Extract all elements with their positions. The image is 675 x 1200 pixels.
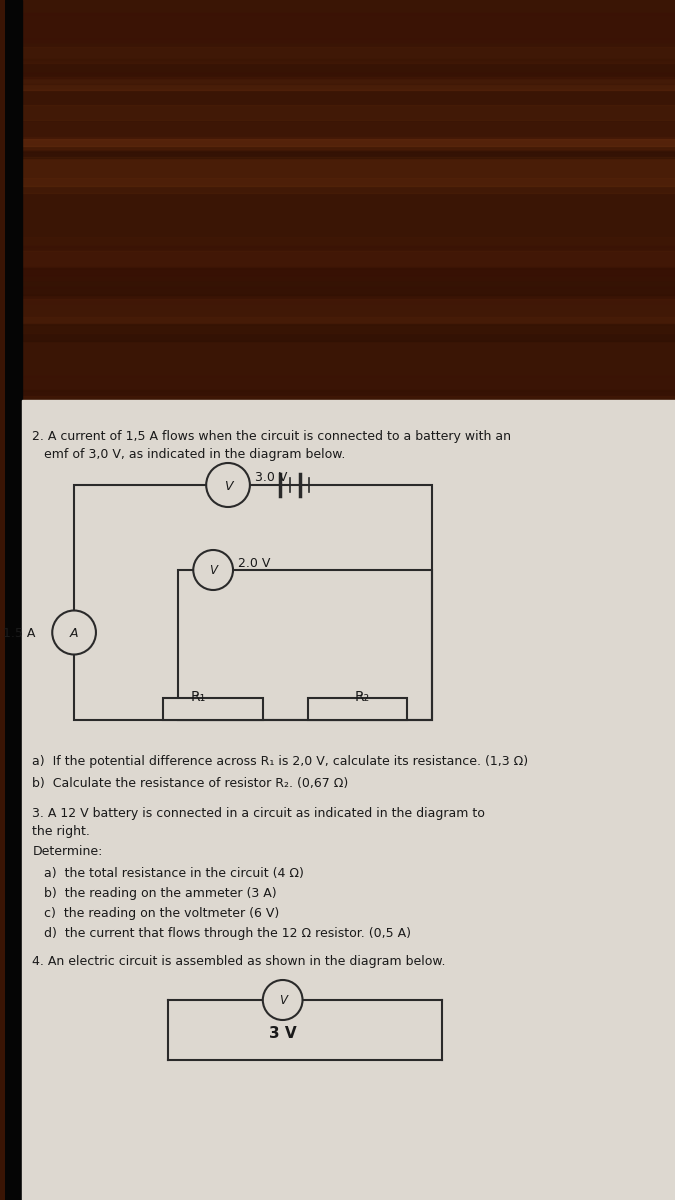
Text: a)  If the potential difference across R₁ is 2,0 V, calculate its resistance. (1: a) If the potential difference across R₁… [32, 755, 529, 768]
Text: 3.0 V: 3.0 V [255, 470, 288, 484]
Circle shape [193, 550, 233, 590]
Text: b)  Calculate the resistance of resistor R₂. (0,67 Ω): b) Calculate the resistance of resistor … [32, 778, 348, 790]
Bar [5, 251, 675, 266]
Circle shape [206, 463, 250, 506]
Bar [5, 246, 675, 276]
Bar [5, 137, 675, 151]
Bar [5, 14, 675, 42]
Bar [5, 122, 675, 143]
Bar [5, 268, 675, 280]
Bar [5, 376, 675, 396]
Text: 1.5 A: 1.5 A [3, 626, 36, 640]
Bar [5, 178, 675, 193]
Text: emf of 3,0 V, as indicated in the diagram below.: emf of 3,0 V, as indicated in the diagra… [32, 448, 346, 461]
Bar [5, 72, 675, 78]
Bar [5, 390, 675, 415]
Text: 4. An electric circuit is assembled as shown in the diagram below.: 4. An electric circuit is assembled as s… [32, 955, 446, 968]
Text: Determine:: Determine: [32, 845, 103, 858]
Bar [5, 104, 675, 120]
Bar [5, 59, 675, 84]
Circle shape [263, 980, 302, 1020]
Text: V: V [209, 564, 217, 577]
Bar [178, 570, 431, 720]
Text: R₂: R₂ [354, 690, 370, 704]
Bar [308, 698, 407, 720]
Bar [22, 400, 675, 1200]
Bar [5, 299, 675, 324]
Text: A: A [70, 626, 78, 640]
Bar [5, 139, 675, 145]
Text: V: V [279, 995, 287, 1008]
Text: R₁: R₁ [190, 690, 206, 704]
Bar [5, 47, 675, 62]
Text: b)  the reading on the ammeter (3 A): b) the reading on the ammeter (3 A) [45, 887, 277, 900]
Text: V: V [224, 480, 232, 492]
Text: 2.0 V: 2.0 V [238, 557, 271, 570]
Bar [5, 396, 675, 416]
Bar [5, 236, 675, 251]
Bar [5, 77, 675, 90]
Circle shape [52, 611, 96, 654]
Bar [5, 287, 675, 304]
Text: 3. A 12 V battery is connected in a circuit as indicated in the diagram to: 3. A 12 V battery is connected in a circ… [32, 806, 485, 820]
Bar [5, 268, 675, 295]
Bar [163, 698, 263, 720]
Bar [5, 0, 22, 1200]
Bar [5, 324, 675, 341]
Bar [5, 409, 675, 420]
Bar [5, 13, 675, 40]
Bar [5, 413, 675, 430]
Text: d)  the current that flows through the 12 Ω resistor. (0,5 A): d) the current that flows through the 12… [45, 926, 411, 940]
Bar [5, 140, 675, 149]
Bar [5, 317, 675, 332]
Bar [74, 485, 431, 720]
Bar [5, 0, 675, 420]
Bar [5, 407, 675, 433]
Text: the right.: the right. [32, 826, 90, 838]
Bar [5, 157, 675, 186]
Bar [5, 150, 675, 158]
Text: 3 V: 3 V [269, 1026, 296, 1040]
Text: a)  the total resistance in the circuit (4 Ω): a) the total resistance in the circuit (… [45, 866, 304, 880]
Text: 2. A current of 1,5 A flows when the circuit is connected to a battery with an: 2. A current of 1,5 A flows when the cir… [32, 430, 512, 443]
Text: c)  the reading on the voltmeter (6 V): c) the reading on the voltmeter (6 V) [45, 907, 279, 920]
Bar [5, 408, 675, 434]
